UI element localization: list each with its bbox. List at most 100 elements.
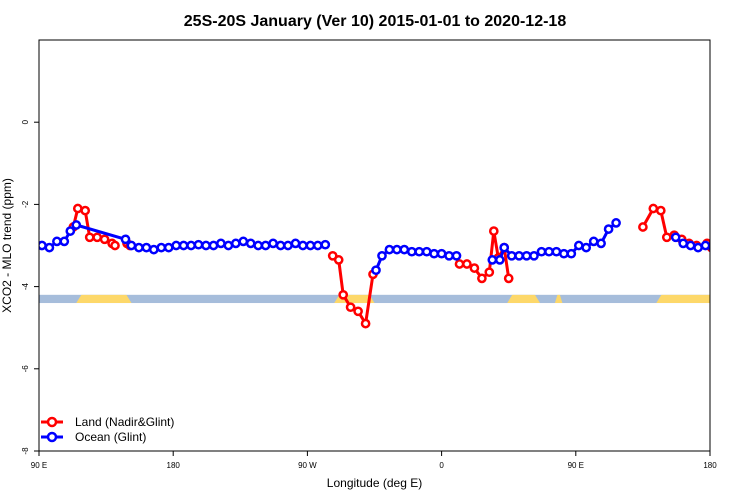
data-point-land-4-3 bbox=[661, 232, 672, 243]
y-tick-label-4: -8 bbox=[21, 447, 30, 455]
data-point-ocean-1-9 bbox=[436, 248, 447, 259]
data-point-ocean-0-32 bbox=[312, 240, 323, 251]
data-point-ocean-3-2 bbox=[685, 240, 696, 251]
data-point-land-2-5 bbox=[360, 318, 371, 329]
legend-label-land: Land (Nadir&Glint) bbox=[75, 415, 174, 429]
data-point-ocean-0-15 bbox=[186, 240, 196, 251]
data-point-ocean-3-0 bbox=[670, 232, 681, 243]
y-tick-label-1: -2 bbox=[21, 200, 30, 208]
plot-frame bbox=[38, 39, 711, 452]
x-tick-label-0: 90 E bbox=[31, 461, 47, 470]
data-point-land-3-2 bbox=[469, 263, 480, 273]
data-point-ocean-2-0 bbox=[487, 255, 498, 265]
data-point-ocean-3-6 bbox=[717, 244, 724, 251]
data-point-land-3-0 bbox=[454, 259, 465, 269]
x-tick-label-1: 180 bbox=[167, 461, 181, 470]
data-point-ocean-2-3 bbox=[506, 250, 517, 261]
data-point-land-0-5 bbox=[99, 234, 110, 245]
data-point-ocean-0-1 bbox=[44, 242, 55, 253]
data-point-ocean-3-3 bbox=[693, 242, 703, 253]
data-point-ocean-0-33 bbox=[320, 239, 331, 250]
x-tick-label-2: 90 W bbox=[298, 461, 317, 470]
data-point-ocean-1-11 bbox=[451, 250, 462, 261]
data-point-land-2-4 bbox=[353, 306, 363, 317]
data-point-ocean-1-1 bbox=[377, 250, 387, 261]
data-point-ocean-2-6 bbox=[529, 250, 539, 261]
data-point-ocean-0-27 bbox=[275, 240, 286, 251]
x-tick-label-5: 180 bbox=[703, 461, 717, 470]
data-point-ocean-0-9 bbox=[141, 242, 152, 253]
data-point-ocean-1-7 bbox=[421, 246, 432, 257]
data-point-ocean-2-5 bbox=[521, 250, 532, 261]
legend-item-land: Land (Nadir&Glint) bbox=[41, 415, 174, 429]
data-point-ocean-0-23 bbox=[245, 238, 256, 249]
data-point-ocean-2-4 bbox=[514, 250, 524, 261]
data-point-ocean-1-2 bbox=[384, 244, 395, 255]
data-point-ocean-2-17 bbox=[611, 218, 621, 228]
legend-swatch-land-marker bbox=[46, 416, 58, 428]
data-point-land-2-3 bbox=[345, 302, 356, 313]
data-point-ocean-0-21 bbox=[230, 238, 241, 249]
data-point-ocean-2-7 bbox=[536, 246, 547, 257]
data-point-ocean-2-1 bbox=[494, 255, 505, 265]
data-point-ocean-0-19 bbox=[216, 238, 226, 249]
data-point-land-4-0 bbox=[638, 222, 648, 232]
data-point-ocean-1-0 bbox=[371, 265, 381, 276]
surface-band-land-4 bbox=[656, 294, 710, 304]
data-point-land-0-4 bbox=[92, 232, 103, 243]
data-point-ocean-2-13 bbox=[581, 242, 592, 253]
series-layer bbox=[39, 203, 731, 329]
surface-band-land-2 bbox=[507, 294, 541, 304]
data-point-land-3-3 bbox=[477, 273, 487, 284]
data-point-land-3-5 bbox=[488, 226, 499, 236]
data-point-ocean-3-7 bbox=[724, 242, 731, 249]
series-line-land-2 bbox=[331, 254, 375, 326]
data-point-ocean-3-4 bbox=[700, 240, 710, 251]
data-point-ocean-2-9 bbox=[551, 246, 562, 257]
data-point-ocean-3-1 bbox=[678, 238, 689, 249]
data-point-ocean-0-16 bbox=[193, 239, 204, 250]
surface-band-ocean bbox=[39, 294, 710, 304]
data-point-ocean-1-3 bbox=[392, 244, 402, 255]
data-point-land-0-3 bbox=[84, 232, 95, 243]
surface-type-band bbox=[39, 294, 710, 304]
data-point-ocean-1-5 bbox=[406, 246, 417, 257]
data-point-ocean-0-24 bbox=[253, 240, 264, 251]
data-point-land-3-1 bbox=[462, 259, 472, 269]
data-point-land-4-2 bbox=[655, 205, 666, 216]
data-point-ocean-0-28 bbox=[283, 240, 293, 251]
data-point-ocean-2-15 bbox=[596, 238, 606, 249]
data-point-ocean-2-12 bbox=[573, 240, 584, 251]
data-point-land-0-7 bbox=[110, 240, 120, 251]
data-point-land-3-4 bbox=[484, 267, 495, 278]
data-point-land-4-1 bbox=[648, 203, 659, 214]
data-point-ocean-1-10 bbox=[444, 250, 454, 261]
x-tick-label-3: 0 bbox=[439, 461, 444, 470]
data-point-ocean-0-22 bbox=[238, 236, 249, 247]
data-point-ocean-0-31 bbox=[305, 240, 316, 251]
data-point-ocean-0-25 bbox=[260, 240, 271, 251]
data-point-land-3-8 bbox=[503, 273, 514, 284]
data-point-land-2-1 bbox=[333, 255, 344, 265]
surface-band-land-0 bbox=[76, 294, 132, 304]
data-point-ocean-1-4 bbox=[399, 244, 410, 255]
y-axis: 0 -2 -4 -6 -8 bbox=[21, 119, 39, 455]
data-point-ocean-0-29 bbox=[290, 238, 301, 249]
y-tick-label-0: 0 bbox=[21, 119, 30, 124]
x-tick-label-4: 90 E bbox=[568, 461, 584, 470]
data-point-ocean-0-2 bbox=[52, 236, 62, 247]
data-point-ocean-1-6 bbox=[414, 246, 425, 257]
data-point-land-2-2 bbox=[338, 289, 349, 300]
surface-band-land-3 bbox=[554, 294, 563, 304]
data-point-ocean-0-12 bbox=[163, 242, 174, 253]
data-point-ocean-0-8 bbox=[134, 242, 144, 253]
data-point-ocean-0-26 bbox=[268, 238, 278, 249]
x-axis: 90 E 180 90 W 0 90 E 180 bbox=[31, 451, 717, 470]
data-point-ocean-1-8 bbox=[429, 248, 439, 259]
legend-label-ocean: Ocean (Glint) bbox=[75, 430, 146, 444]
data-point-ocean-0-20 bbox=[223, 240, 234, 251]
data-point-land-0-2 bbox=[80, 205, 91, 216]
data-point-ocean-0-11 bbox=[156, 242, 167, 253]
legend: Land (Nadir&Glint) Ocean (Glint) bbox=[41, 415, 174, 444]
